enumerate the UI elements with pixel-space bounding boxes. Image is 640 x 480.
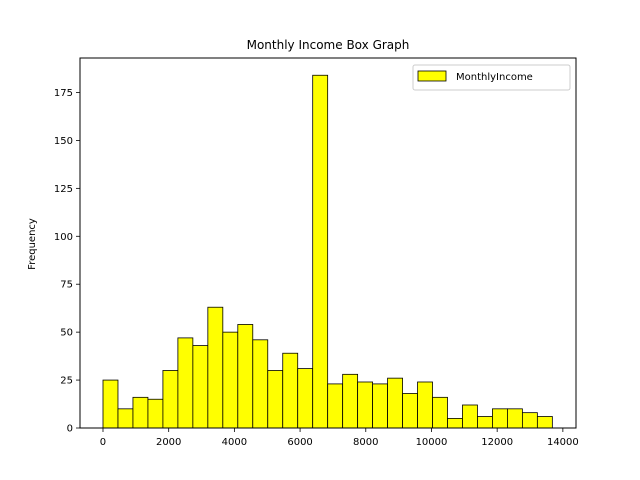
y-tick-label: 0 bbox=[67, 424, 73, 435]
histogram-bar bbox=[447, 418, 463, 429]
histogram-bar bbox=[357, 381, 374, 429]
histogram-bar bbox=[297, 368, 314, 429]
histogram-bar bbox=[417, 381, 433, 429]
bars-group bbox=[102, 74, 553, 429]
legend-swatch bbox=[417, 70, 447, 82]
histogram-bar bbox=[477, 416, 493, 429]
histogram-bar bbox=[192, 345, 209, 429]
legend-label: MonthlyIncome bbox=[456, 72, 533, 83]
plot-frame bbox=[79, 57, 577, 429]
x-tick-label: 14000 bbox=[547, 437, 579, 448]
x-tick-label: 10000 bbox=[416, 437, 448, 448]
histogram-bar bbox=[162, 370, 179, 429]
histogram-bar bbox=[222, 331, 239, 429]
y-tick-label: 75 bbox=[60, 280, 73, 291]
histogram-bar bbox=[507, 408, 523, 429]
y-tick-label: 150 bbox=[54, 136, 73, 147]
x-tick-label: 12000 bbox=[481, 437, 513, 448]
y-axis-label: Frequency bbox=[27, 218, 38, 270]
histogram-bar bbox=[207, 306, 224, 429]
x-tick-label: 8000 bbox=[353, 437, 378, 448]
histogram-bar bbox=[342, 373, 359, 429]
ticks-group: 0 2000 4000 6000 8000 10000 12000 14000 0 25 50 75 1… bbox=[54, 88, 579, 448]
legend-box bbox=[412, 64, 571, 91]
chart-title: Monthly Income Box Graph bbox=[247, 38, 410, 52]
y-tick-label: 25 bbox=[60, 376, 73, 387]
y-tick-label: 125 bbox=[54, 184, 73, 195]
y-tick-label: 175 bbox=[54, 88, 73, 99]
histogram-bar bbox=[521, 412, 538, 429]
legend: MonthlyIncome bbox=[412, 64, 571, 91]
y-tick-label: 100 bbox=[54, 232, 73, 243]
histogram-bar bbox=[282, 352, 299, 429]
histogram-bar bbox=[267, 370, 284, 429]
x-tick-label: 2000 bbox=[156, 437, 181, 448]
histogram-bar bbox=[102, 379, 119, 429]
x-tick-label: 6000 bbox=[287, 437, 312, 448]
histogram-bar bbox=[117, 408, 134, 429]
histogram-bar bbox=[177, 337, 194, 429]
histogram-bar bbox=[372, 383, 388, 429]
histogram-bar bbox=[432, 396, 448, 429]
histogram-bar bbox=[536, 416, 553, 429]
histogram-bar bbox=[492, 408, 508, 429]
histogram-bar bbox=[237, 324, 254, 429]
histogram-bar bbox=[402, 393, 418, 429]
y-tick-label: 50 bbox=[60, 328, 73, 339]
histogram-bar bbox=[462, 404, 478, 429]
histogram-bar bbox=[312, 74, 329, 429]
histogram-bar bbox=[252, 339, 269, 429]
histogram-bar bbox=[147, 398, 164, 429]
histogram-bar bbox=[132, 396, 149, 429]
x-tick-label: 0 bbox=[100, 437, 106, 448]
histogram-bar bbox=[327, 383, 344, 429]
histogram-bar bbox=[387, 377, 403, 429]
x-tick-label: 4000 bbox=[222, 437, 247, 448]
